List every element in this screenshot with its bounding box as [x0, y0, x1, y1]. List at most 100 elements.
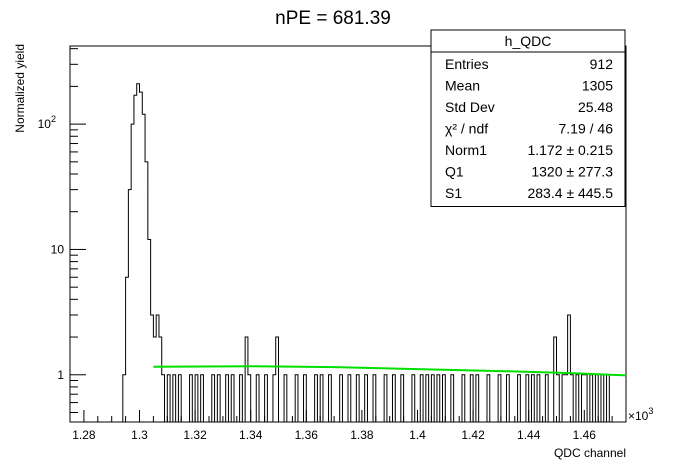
histogram-bin: [231, 375, 234, 422]
x-tick-label: 1.42: [461, 428, 485, 442]
stats-box: h_QDC Entries 912 Mean 1305 Std Dev 25.48 χ² / …: [430, 29, 626, 207]
histogram-bin: [557, 375, 560, 422]
x-tick-label: 1.44: [517, 428, 541, 442]
x-tick-label: 1.38: [350, 428, 374, 442]
y-tick-label: 102: [38, 114, 56, 131]
histogram-bin: [295, 375, 298, 422]
histogram-bin: [156, 315, 159, 422]
histogram-bin: [226, 375, 229, 422]
histogram-bin: [265, 375, 268, 422]
histogram-bin: [401, 375, 404, 422]
histogram-bin: [137, 84, 140, 422]
histogram-bin: [148, 240, 151, 422]
x-tick-label: 1.36: [295, 428, 319, 442]
histogram-bin: [437, 375, 440, 422]
stats-row-value: 1320 ± 277.3: [531, 164, 613, 180]
x-axis-ticks: 1.28 1.3 1.32 1.34 1.36 1.38 1.4 1.42 1.44 1.46: [72, 410, 627, 442]
histogram-bin: [545, 375, 548, 422]
histogram-bin: [273, 375, 276, 422]
chart-title: nPE = 681.39: [275, 8, 391, 29]
histogram-bin: [159, 337, 162, 422]
histogram-bin: [451, 375, 454, 422]
x-tick-label: 1.28: [72, 428, 96, 442]
histogram-bin: [443, 375, 446, 422]
histogram-bin: [365, 375, 368, 422]
x-tick-label: 1.32: [183, 428, 207, 442]
histogram-bin: [565, 375, 568, 422]
histogram-bin: [162, 375, 165, 422]
stats-row-value: 1305: [582, 78, 613, 94]
histogram-bin: [240, 375, 243, 422]
stats-row-label: S1: [445, 185, 462, 201]
histogram-bin: [145, 162, 148, 422]
histogram-bin: [212, 375, 215, 422]
histogram-bin: [595, 375, 598, 422]
stats-row-value: 283.4 ± 445.5: [527, 185, 613, 201]
x-tick-label: 1.3: [131, 428, 148, 442]
histogram-bin: [151, 315, 154, 422]
histogram-bin: [537, 375, 540, 422]
histogram-bin: [123, 375, 126, 422]
histogram-bin: [320, 375, 323, 422]
histogram-bin: [570, 375, 573, 422]
stats-box-frame: [430, 29, 626, 207]
stats-row-label: Q1: [445, 164, 464, 180]
histogram-bin: [562, 375, 565, 422]
histogram-bin: [426, 375, 429, 422]
histogram-bin: [201, 375, 204, 422]
stats-row-value: 1.172 ± 0.215: [527, 142, 613, 158]
histogram-bin: [140, 92, 143, 422]
histogram-bin: [348, 375, 351, 422]
histogram-bin: [487, 375, 490, 422]
histogram-bin: [329, 375, 332, 422]
y-axis-ticks: 1 10 102: [38, 48, 86, 414]
histogram-bin: [356, 375, 359, 422]
histogram-bin: [284, 375, 287, 422]
x-axis-multiplier: ×103: [628, 406, 653, 423]
histogram-bin: [590, 375, 593, 422]
y-tick-label: 10: [51, 242, 65, 256]
histogram-bin: [256, 375, 259, 422]
histogram-bin: [173, 375, 176, 422]
x-tick-label: 1.34: [239, 428, 263, 442]
histogram-bin: [245, 337, 248, 422]
stats-row-label: Std Dev: [445, 99, 495, 115]
histogram-bin: [315, 375, 318, 422]
histogram-outline: [122, 83, 610, 422]
stats-row-value: 7.19 / 46: [559, 121, 614, 137]
histogram-bin: [178, 375, 181, 422]
stats-row-value: 25.48: [578, 99, 613, 115]
histogram-bin: [167, 375, 170, 422]
histogram-bin: [412, 375, 415, 422]
stats-row-label: Entries: [445, 56, 489, 72]
y-axis-label: Normalized yield: [13, 44, 27, 133]
histogram-bin: [607, 375, 610, 422]
histogram-bin: [392, 375, 395, 422]
x-axis-label: QDC channel: [554, 446, 626, 460]
histogram-bin: [131, 124, 134, 422]
stats-row-label: χ² / ndf: [445, 121, 488, 137]
histogram-bin: [601, 375, 604, 422]
histogram-bin: [518, 375, 521, 422]
histogram-bin: [128, 190, 131, 422]
x-tick-label: 1.46: [573, 428, 597, 442]
histogram-bin: [190, 375, 193, 422]
stats-row-label: Mean: [445, 78, 480, 94]
histogram-bin: [134, 95, 137, 422]
histogram-bin: [373, 375, 376, 422]
histogram-bin: [431, 375, 434, 422]
fit-curve: [153, 365, 627, 377]
histogram-bin: [554, 337, 557, 422]
histogram-bin: [506, 375, 509, 422]
y-tick-label: 1: [57, 368, 64, 382]
histogram-bin: [498, 375, 501, 422]
histogram-bin: [568, 315, 571, 422]
stats-row-value: 912: [590, 56, 614, 72]
histogram-bin: [420, 375, 423, 422]
histogram-bin: [126, 277, 129, 422]
histogram-bin: [476, 375, 479, 422]
x-tick-label: 1.4: [409, 428, 426, 442]
histogram-bin: [531, 375, 534, 422]
histogram-bin: [276, 337, 279, 422]
